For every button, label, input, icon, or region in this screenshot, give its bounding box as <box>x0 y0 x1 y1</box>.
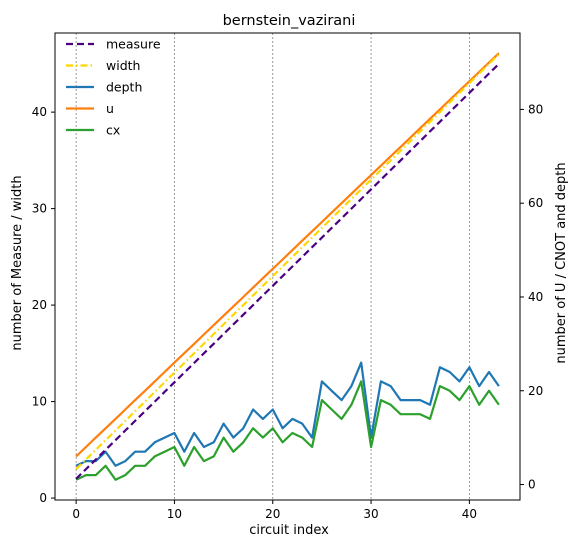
series-line-u <box>75 52 500 458</box>
right-y-tick-label: 0 <box>528 478 536 492</box>
left-y-axis-label: number of Measure / width <box>10 175 25 350</box>
right-y-tick-label: 20 <box>528 384 543 398</box>
left-y-tick-label: 10 <box>32 395 47 409</box>
legend-label-cx: cx <box>106 123 120 138</box>
chart-title: bernstein_vazirani <box>223 13 356 29</box>
gridlines <box>75 33 470 500</box>
right-y-axis-label: number of U / CNOT and depth <box>554 162 569 363</box>
left-y-tick-label: 0 <box>39 491 47 505</box>
x-tick-label: 40 <box>462 507 477 521</box>
right-y-axis-ticks: 0 20 40 60 80 <box>520 102 543 492</box>
series-line-cx <box>75 380 500 481</box>
left-y-tick-label: 40 <box>32 105 47 119</box>
right-y-tick-label: 60 <box>528 196 543 210</box>
series-line-depth <box>75 361 500 467</box>
legend-label-depth: depth <box>106 80 142 95</box>
left-y-tick-label: 20 <box>32 298 47 312</box>
left-y-tick-label: 30 <box>32 202 47 216</box>
right-y-tick-label: 40 <box>528 290 543 304</box>
series-line-width <box>75 53 500 470</box>
legend-label-width: width <box>106 58 140 73</box>
left-y-axis-ticks: 0 10 20 30 40 <box>32 105 55 505</box>
plot-frame <box>54 32 521 501</box>
legend: measure width depth u cx <box>66 37 161 138</box>
x-tick-label: 10 <box>167 507 182 521</box>
x-axis-label: circuit index <box>249 523 329 538</box>
x-tick-label: 20 <box>265 507 280 521</box>
legend-label-measure: measure <box>106 37 161 52</box>
x-axis-ticks: 0 10 20 30 40 <box>72 500 477 521</box>
right-y-tick-label: 80 <box>528 102 543 116</box>
x-tick-label: 0 <box>72 507 80 521</box>
x-tick-label: 30 <box>363 507 378 521</box>
legend-label-u: u <box>106 101 114 116</box>
plot-area <box>75 52 500 481</box>
